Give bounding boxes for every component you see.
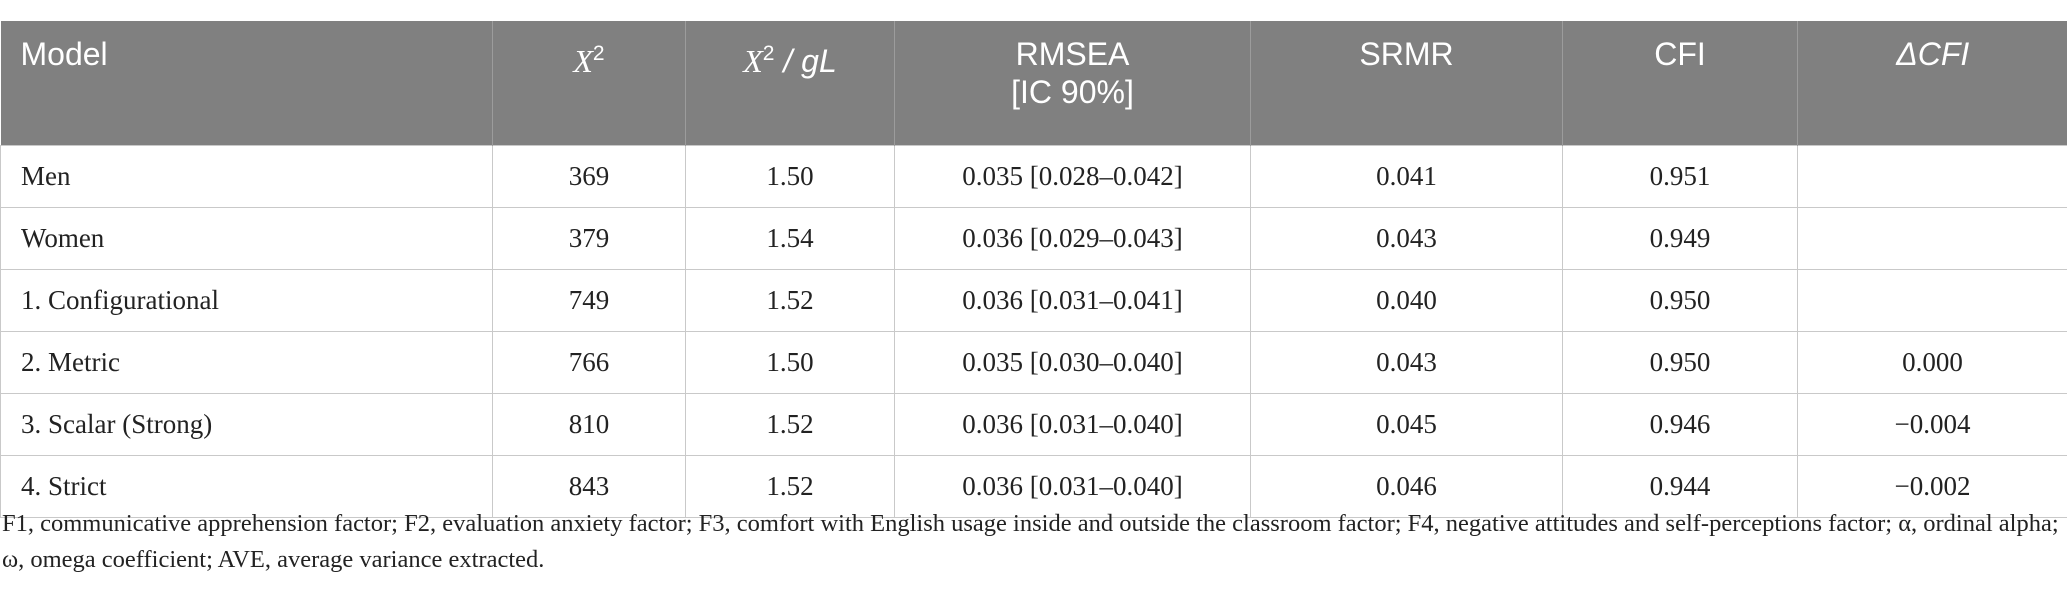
cell-delta-cfi: −0.004 bbox=[1797, 393, 2067, 456]
table-header: Model X2 X2 / gL RMSEA [IC 90%] SRMR CFI… bbox=[0, 21, 2067, 146]
table-row: Women 379 1.54 0.036 [0.029–0.043] 0.043… bbox=[0, 207, 2067, 270]
cell-chi2: 379 bbox=[492, 207, 686, 270]
cell-cfi: 0.946 bbox=[1562, 393, 1798, 456]
header-rmsea-line1: RMSEA bbox=[1015, 36, 1130, 72]
cell-cfi: 0.944 bbox=[1562, 455, 1798, 518]
header-srmr: SRMR bbox=[1250, 21, 1563, 146]
cell-delta-cfi bbox=[1797, 207, 2067, 270]
header-model: Model bbox=[0, 21, 493, 146]
table-row: 1. Configurational 749 1.52 0.036 [0.031… bbox=[0, 269, 2067, 332]
cell-chi2-gl: 1.54 bbox=[685, 207, 895, 270]
cell-model: 1. Configurational bbox=[0, 269, 493, 332]
cell-model: Men bbox=[0, 145, 493, 208]
cell-chi2-gl: 1.50 bbox=[685, 145, 895, 208]
cell-chi2: 749 bbox=[492, 269, 686, 332]
cell-chi2: 369 bbox=[492, 145, 686, 208]
cell-delta-cfi bbox=[1797, 145, 2067, 208]
header-chi2-exponent: 2 bbox=[592, 42, 605, 65]
cell-srmr: 0.043 bbox=[1250, 207, 1563, 270]
header-rmsea-line2: [IC 90%] bbox=[1011, 74, 1134, 110]
cell-srmr: 0.046 bbox=[1250, 455, 1563, 518]
table-body: Men 369 1.50 0.035 [0.028–0.042] 0.041 0… bbox=[0, 145, 2067, 518]
cell-cfi: 0.950 bbox=[1562, 269, 1798, 332]
cell-model: 2. Metric bbox=[0, 331, 493, 394]
cell-srmr: 0.043 bbox=[1250, 331, 1563, 394]
cell-cfi: 0.950 bbox=[1562, 331, 1798, 394]
table-row: Men 369 1.50 0.035 [0.028–0.042] 0.041 0… bbox=[0, 145, 2067, 208]
cell-model: 4. Strict bbox=[0, 455, 493, 518]
cell-chi2: 766 bbox=[492, 331, 686, 394]
header-row: Model X2 X2 / gL RMSEA [IC 90%] SRMR CFI… bbox=[0, 21, 2067, 146]
cell-chi2: 843 bbox=[492, 455, 686, 518]
table-row: 4. Strict 843 1.52 0.036 [0.031–0.040] 0… bbox=[0, 455, 2067, 518]
cell-srmr: 0.041 bbox=[1250, 145, 1563, 208]
header-chi2gl-symbol: X bbox=[743, 43, 763, 79]
cell-rmsea: 0.036 [0.031–0.040] bbox=[894, 393, 1251, 456]
cell-chi2-gl: 1.52 bbox=[685, 269, 895, 332]
table-row: 2. Metric 766 1.50 0.035 [0.030–0.040] 0… bbox=[0, 331, 2067, 394]
cell-chi2-gl: 1.52 bbox=[685, 393, 895, 456]
header-delta-cfi: ΔCFI bbox=[1797, 21, 2067, 146]
cell-chi2-gl: 1.50 bbox=[685, 331, 895, 394]
cell-delta-cfi: −0.002 bbox=[1797, 455, 2067, 518]
header-chi2gl-exponent: 2 bbox=[762, 42, 775, 65]
cell-chi2: 810 bbox=[492, 393, 686, 456]
fit-indices-table: Model X2 X2 / gL RMSEA [IC 90%] SRMR CFI… bbox=[0, 21, 2067, 518]
cell-delta-cfi: 0.000 bbox=[1797, 331, 2067, 394]
header-chi2gl-suffix: / gL bbox=[774, 43, 837, 79]
cell-srmr: 0.045 bbox=[1250, 393, 1563, 456]
cell-model: 3. Scalar (Strong) bbox=[0, 393, 493, 456]
cell-model: Women bbox=[0, 207, 493, 270]
table-row: 3. Scalar (Strong) 810 1.52 0.036 [0.031… bbox=[0, 393, 2067, 456]
cell-cfi: 0.949 bbox=[1562, 207, 1798, 270]
header-chi2-symbol: X bbox=[573, 43, 593, 79]
cell-rmsea: 0.035 [0.030–0.040] bbox=[894, 331, 1251, 394]
cell-chi2-gl: 1.52 bbox=[685, 455, 895, 518]
cell-delta-cfi bbox=[1797, 269, 2067, 332]
cell-srmr: 0.040 bbox=[1250, 269, 1563, 332]
header-cfi: CFI bbox=[1562, 21, 1798, 146]
table-footnote: F1, communicative apprehension factor; F… bbox=[2, 510, 2059, 573]
cell-rmsea: 0.036 [0.031–0.041] bbox=[894, 269, 1251, 332]
cell-rmsea: 0.035 [0.028–0.042] bbox=[894, 145, 1251, 208]
cell-rmsea: 0.036 [0.031–0.040] bbox=[894, 455, 1251, 518]
header-chi2-gl: X2 / gL bbox=[685, 21, 895, 146]
fit-indices-table-container: Model X2 X2 / gL RMSEA [IC 90%] SRMR CFI… bbox=[0, 21, 2067, 518]
cell-rmsea: 0.036 [0.029–0.043] bbox=[894, 207, 1251, 270]
header-chi2: X2 bbox=[492, 21, 686, 146]
cell-cfi: 0.951 bbox=[1562, 145, 1798, 208]
header-rmsea: RMSEA [IC 90%] bbox=[894, 21, 1251, 146]
